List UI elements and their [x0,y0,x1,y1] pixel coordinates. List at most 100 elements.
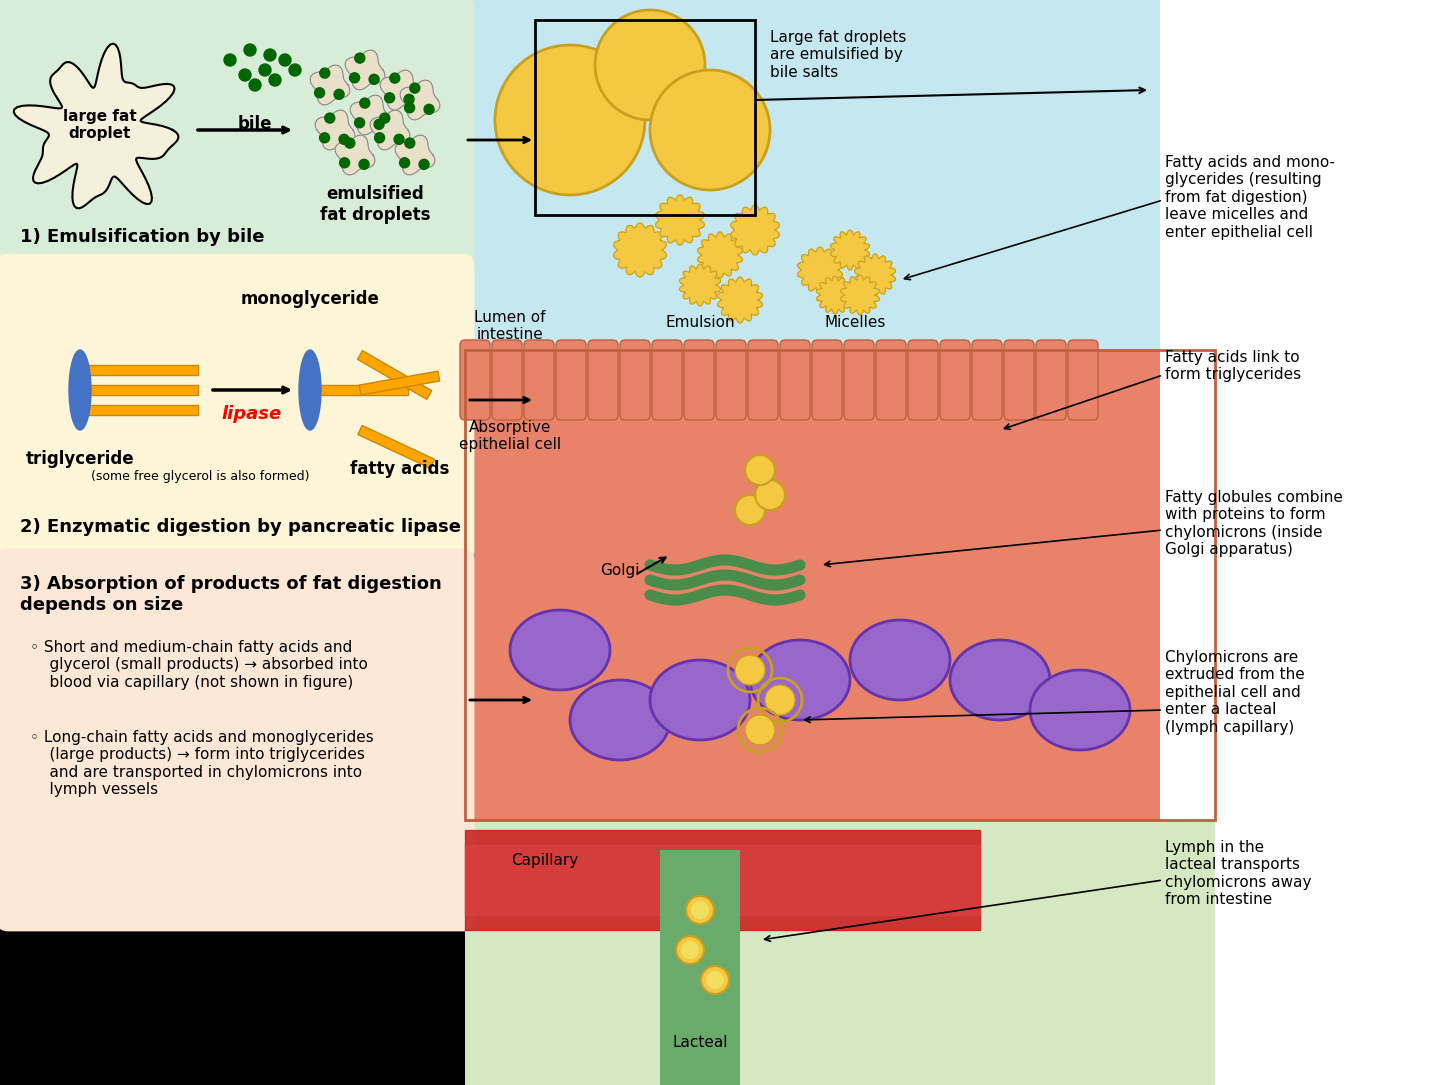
Text: large fat
droplet: large fat droplet [63,108,137,141]
FancyBboxPatch shape [875,340,906,420]
FancyBboxPatch shape [1069,340,1097,420]
Bar [464,350,1216,820]
Bar [464,820,1216,1085]
Circle shape [701,966,730,994]
FancyBboxPatch shape [940,340,970,420]
Circle shape [405,103,415,113]
Circle shape [335,89,345,100]
FancyBboxPatch shape [908,340,937,420]
Circle shape [320,68,330,78]
Text: 1) Emulsification by bile: 1) Emulsification by bile [20,228,264,246]
FancyBboxPatch shape [0,550,473,930]
Ellipse shape [1030,671,1131,750]
Polygon shape [350,95,389,135]
Polygon shape [371,110,410,150]
FancyBboxPatch shape [684,340,714,420]
Circle shape [320,132,330,143]
Circle shape [746,455,774,485]
Polygon shape [335,136,375,175]
FancyBboxPatch shape [780,340,810,420]
Text: Capillary: Capillary [512,853,578,868]
Polygon shape [731,205,780,255]
FancyArrow shape [358,425,434,469]
Polygon shape [679,264,721,306]
Ellipse shape [570,680,671,759]
Circle shape [314,88,324,98]
Ellipse shape [849,620,950,700]
Polygon shape [831,230,870,270]
Circle shape [596,10,705,120]
Circle shape [766,685,795,715]
Bar [464,0,1442,380]
Circle shape [399,157,410,168]
Ellipse shape [298,350,322,430]
Circle shape [410,84,420,93]
Text: Large fat droplets
are emulsified by
bile salts: Large fat droplets are emulsified by bil… [770,30,907,80]
Ellipse shape [750,640,849,720]
Circle shape [379,113,389,123]
Circle shape [224,54,236,66]
Polygon shape [399,80,440,119]
Bar [535,20,756,215]
Circle shape [650,71,770,190]
FancyBboxPatch shape [557,340,585,420]
Text: Lacteal: Lacteal [672,1035,728,1050]
Ellipse shape [510,610,610,690]
Ellipse shape [950,640,1050,720]
FancyBboxPatch shape [0,0,473,263]
Text: 2) Enzymatic digestion by pancreatic lipase: 2) Enzymatic digestion by pancreatic lip… [20,518,461,536]
FancyBboxPatch shape [492,340,522,420]
Circle shape [756,480,784,510]
Bar [88,405,198,414]
Circle shape [249,79,261,91]
Polygon shape [656,195,704,245]
Text: Lumen of
intestine: Lumen of intestine [474,310,545,343]
Circle shape [339,157,349,168]
Ellipse shape [69,350,91,430]
Circle shape [681,941,699,959]
Polygon shape [345,50,385,90]
Circle shape [735,495,766,525]
Text: fatty acids: fatty acids [350,460,450,478]
Polygon shape [797,247,842,293]
FancyBboxPatch shape [1035,340,1066,420]
Polygon shape [395,136,435,175]
Circle shape [375,132,385,143]
Circle shape [355,118,365,128]
Circle shape [735,655,766,685]
Text: Golgi: Golgi [600,562,640,577]
Circle shape [260,64,271,76]
Circle shape [239,69,251,81]
FancyBboxPatch shape [972,340,1002,420]
Circle shape [691,901,709,919]
Bar [671,850,730,1085]
Circle shape [360,98,369,108]
Polygon shape [614,224,666,277]
Circle shape [339,135,349,144]
Bar [88,365,198,375]
Polygon shape [381,71,420,110]
Text: Chylomicrons are
extruded from the
epithelial cell and
enter a lacteal
(lymph ca: Chylomicrons are extruded from the epith… [1165,650,1305,735]
Circle shape [686,896,714,924]
Text: Emulsion: Emulsion [665,315,735,330]
Text: Fatty acids link to
form triglycerides: Fatty acids link to form triglycerides [1165,350,1301,382]
FancyBboxPatch shape [717,340,746,420]
Bar [319,385,408,395]
Circle shape [394,135,404,144]
FancyArrow shape [358,350,431,399]
FancyBboxPatch shape [844,340,874,420]
Circle shape [244,44,257,56]
Ellipse shape [650,660,750,740]
Circle shape [324,113,335,123]
Circle shape [369,75,379,85]
FancyBboxPatch shape [620,340,650,420]
Bar [681,850,720,1085]
Circle shape [359,159,369,169]
FancyBboxPatch shape [588,340,619,420]
Text: Absorptive
epithelial cell: Absorptive epithelial cell [459,420,561,452]
Polygon shape [718,277,763,323]
Polygon shape [855,254,895,296]
Circle shape [420,159,430,169]
Circle shape [349,73,359,82]
Polygon shape [14,43,179,208]
